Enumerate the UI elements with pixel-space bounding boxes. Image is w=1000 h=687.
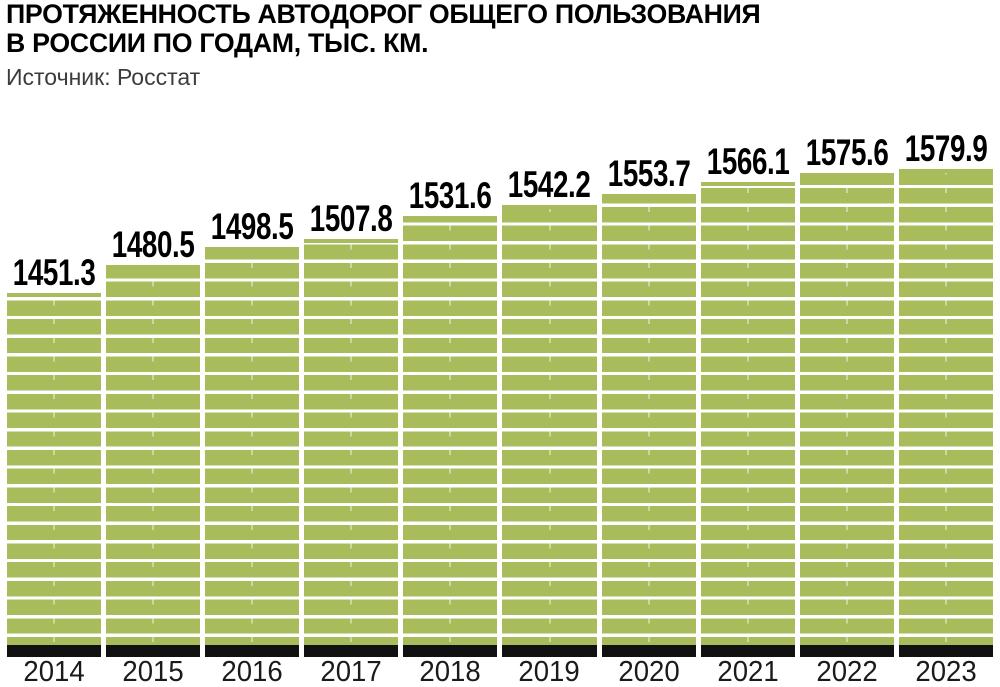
year-label: 2022 xyxy=(816,656,878,687)
bar-value-label: 1575.6 xyxy=(805,132,889,174)
year-label: 2017 xyxy=(320,656,382,687)
chart-source: Источник: Росстат xyxy=(6,64,201,90)
bar-value-label: 1507.8 xyxy=(310,198,393,240)
bar-base-asphalt xyxy=(700,645,795,657)
bar-base-asphalt xyxy=(304,645,399,657)
bar-value-label: 1566.1 xyxy=(706,141,790,183)
year-label: 2020 xyxy=(617,656,680,687)
bar-value-label: 1531.6 xyxy=(409,175,492,217)
bar-chart: 1451.3 2014 1480.5 2015 1498.5 2016 1507… xyxy=(0,128,1000,687)
bar-base-asphalt xyxy=(799,645,894,657)
bar xyxy=(601,194,696,645)
bar xyxy=(700,182,795,645)
bar-column: 1553.7 2020 xyxy=(601,153,696,687)
bar-column: 1498.5 2016 xyxy=(205,206,300,687)
bar-base-asphalt xyxy=(601,645,696,657)
bar-column: 1531.6 2018 xyxy=(403,175,498,687)
bar-value-label: 1451.3 xyxy=(12,252,96,294)
bar-value-label: 1542.2 xyxy=(508,164,591,206)
bar-value-label: 1579.9 xyxy=(904,128,988,170)
bar-column: 1480.5 2015 xyxy=(106,224,201,687)
bar-base-asphalt xyxy=(7,645,102,657)
year-label: 2014 xyxy=(23,656,85,687)
bar-column: 1566.1 2021 xyxy=(700,141,795,687)
bar xyxy=(898,169,993,645)
year-label: 2019 xyxy=(518,656,581,687)
bar-column: 1579.9 2023 xyxy=(898,128,993,687)
chart-header: ПРОТЯЖЕННОСТЬ АВТОДОРОГ ОБЩЕГО ПОЛЬЗОВАН… xyxy=(6,0,994,90)
bar xyxy=(205,247,300,645)
bar-base-asphalt xyxy=(403,645,498,657)
bar xyxy=(7,293,102,645)
bar-column: 1507.8 2017 xyxy=(304,198,399,687)
bar-column: 1451.3 2014 xyxy=(7,252,102,687)
bar-base-asphalt xyxy=(205,645,300,657)
bar-column: 1542.2 2019 xyxy=(502,164,597,687)
bar xyxy=(403,216,498,645)
bar-base-asphalt xyxy=(502,645,597,657)
bar-value-label: 1553.7 xyxy=(607,153,690,195)
bar-value-label: 1480.5 xyxy=(111,224,195,266)
bar xyxy=(502,205,597,645)
bar-column: 1575.6 2022 xyxy=(799,132,894,687)
year-label: 2021 xyxy=(717,656,779,687)
bar xyxy=(106,265,201,645)
bar xyxy=(799,173,894,645)
chart-title: ПРОТЯЖЕННОСТЬ АВТОДОРОГ ОБЩЕГО ПОЛЬЗОВАН… xyxy=(6,0,761,58)
year-label: 2016 xyxy=(221,656,283,687)
bar-base-asphalt xyxy=(898,645,993,657)
year-label: 2018 xyxy=(419,656,482,687)
bar-base-asphalt xyxy=(106,645,201,657)
bar-value-label: 1498.5 xyxy=(210,206,294,248)
year-label: 2015 xyxy=(122,656,184,687)
bar xyxy=(304,239,399,645)
year-label: 2023 xyxy=(915,656,977,687)
